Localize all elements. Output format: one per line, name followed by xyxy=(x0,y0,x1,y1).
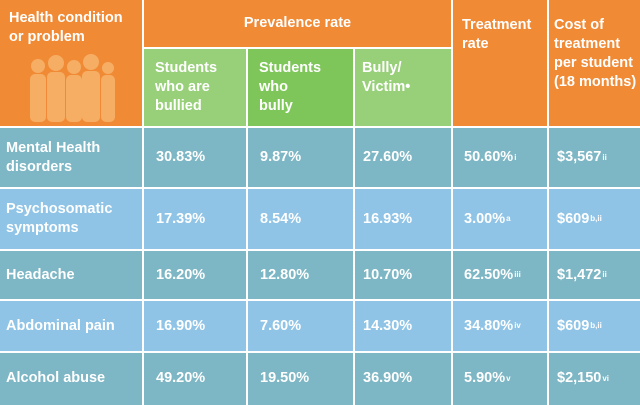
table-cell-bullied: 30.83% xyxy=(143,127,247,188)
cell-value-treatment: 50.60% xyxy=(464,149,514,165)
table-cell-condition: Psychosomatic symptoms xyxy=(0,188,143,250)
table-cell-cost: $609 b,ii xyxy=(548,188,640,250)
row-divider xyxy=(0,299,640,301)
table-cell-condition: Abdominal pain xyxy=(0,300,143,352)
subheader-bully-cell: Students who bully xyxy=(247,48,354,127)
table-cell-bully: 9.87% xyxy=(247,127,354,188)
cell-value-bully: 9.87% xyxy=(260,149,302,165)
table-cell-bullied: 16.90% xyxy=(143,300,247,352)
subheader-bullied-cell: Students who are bullied xyxy=(143,48,247,127)
subheader-bully-label: Students who bully xyxy=(259,60,322,114)
table-cell-cost: $609 b,ii xyxy=(548,300,640,352)
row-divider xyxy=(0,187,640,189)
cell-value-cost: $3,567 xyxy=(557,149,602,165)
table-cell-bully: 19.50% xyxy=(247,352,354,405)
cell-value-treatment: 5.90% xyxy=(464,370,506,386)
table-cell-victim: 14.30% xyxy=(354,300,452,352)
cell-value-victim: 16.93% xyxy=(363,210,413,227)
table-cell-cost: $1,472 ii xyxy=(548,250,640,300)
header-condition-cell: Health condition or problem xyxy=(0,0,143,127)
table-cell-victim: 27.60% xyxy=(354,127,452,188)
people-silhouette-icon xyxy=(30,54,115,122)
header-cost-label: Cost of treatment per student (18 months… xyxy=(554,17,637,90)
table-cell-condition: Alcohol abuse xyxy=(0,352,143,405)
row-divider xyxy=(0,351,640,353)
cell-value-condition: Alcohol abuse xyxy=(6,370,106,386)
table-cell-bully: 7.60% xyxy=(247,300,354,352)
cell-value-cost: $2,150 xyxy=(557,370,602,386)
table-cell-bullied: 49.20% xyxy=(143,352,247,405)
grid-line xyxy=(451,0,453,405)
table-cell-victim: 10.70% xyxy=(354,250,452,300)
grid-line xyxy=(246,48,248,405)
grid-line xyxy=(143,47,452,49)
cell-value-cost: $609 xyxy=(557,210,590,227)
cell-value-victim: 14.30% xyxy=(363,317,413,334)
table-cell-treatment: 62.50% iii xyxy=(452,250,548,300)
row-divider xyxy=(0,249,640,251)
table-cell-bullied: 16.20% xyxy=(143,250,247,300)
cell-value-cost: $609 xyxy=(557,317,590,334)
cell-value-treatment: 3.00% xyxy=(464,210,506,227)
cell-value-cost: $1,472 xyxy=(557,266,602,283)
cell-value-bullied: 16.20% xyxy=(156,266,206,283)
cell-value-bully: 7.60% xyxy=(260,317,302,334)
table-cell-condition: Mental Health disorders xyxy=(0,127,143,188)
cell-value-bullied: 30.83% xyxy=(156,149,206,165)
cell-value-condition: Psychosomatic symptoms xyxy=(6,201,113,236)
table-cell-victim: 16.93% xyxy=(354,188,452,250)
subheader-victim-label: Bully/ Victim• xyxy=(362,60,411,95)
header-prevalence-label: Prevalence rate xyxy=(243,14,352,31)
cell-value-bully: 8.54% xyxy=(260,210,302,227)
cell-value-bully: 19.50% xyxy=(260,370,310,386)
table-cell-cost: $2,150 vi xyxy=(548,352,640,405)
grid-line xyxy=(547,0,549,405)
cell-value-victim: 27.60% xyxy=(363,149,413,165)
cell-value-bully: 12.80% xyxy=(260,266,310,283)
grid-line xyxy=(142,0,144,405)
row-divider xyxy=(0,126,640,128)
cell-value-bullied: 49.20% xyxy=(156,370,206,386)
table-cell-victim: 36.90% xyxy=(354,352,452,405)
table-cell-cost: $3,567 ii xyxy=(548,127,640,188)
cell-value-bullied: 17.39% xyxy=(156,210,206,227)
cell-value-victim: 36.90% xyxy=(363,370,413,386)
table-cell-treatment: 34.80% iv xyxy=(452,300,548,352)
cell-value-condition: Abdominal pain xyxy=(6,317,115,334)
cell-value-victim: 10.70% xyxy=(363,266,413,283)
cell-value-condition: Mental Health disorders xyxy=(6,139,101,175)
cell-value-treatment: 62.50% xyxy=(464,266,514,283)
grid-line xyxy=(353,48,355,405)
cell-value-treatment: 34.80% xyxy=(464,317,514,334)
table-cell-treatment: 50.60% i xyxy=(452,127,548,188)
table-cell-bully: 12.80% xyxy=(247,250,354,300)
table-cell-treatment: 3.00% a xyxy=(452,188,548,250)
table-cell-bullied: 17.39% xyxy=(143,188,247,250)
header-prevalence-cell: Prevalence rate xyxy=(143,0,452,48)
subheader-victim-cell: Bully/ Victim• xyxy=(354,48,452,127)
header-cost-cell: Cost of treatment per student (18 months… xyxy=(548,0,640,127)
subheader-bullied-label: Students who are bullied xyxy=(155,60,218,114)
header-condition-label: Health condition or problem xyxy=(9,10,123,45)
header-treatment-cell: Treatment rate xyxy=(452,0,548,127)
cell-value-bullied: 16.90% xyxy=(156,317,206,334)
header-treatment-label: Treatment rate xyxy=(462,17,532,52)
table-cell-treatment: 5.90% v xyxy=(452,352,548,405)
cell-value-condition: Headache xyxy=(6,266,75,283)
table-cell-bully: 8.54% xyxy=(247,188,354,250)
table-cell-condition: Headache xyxy=(0,250,143,300)
